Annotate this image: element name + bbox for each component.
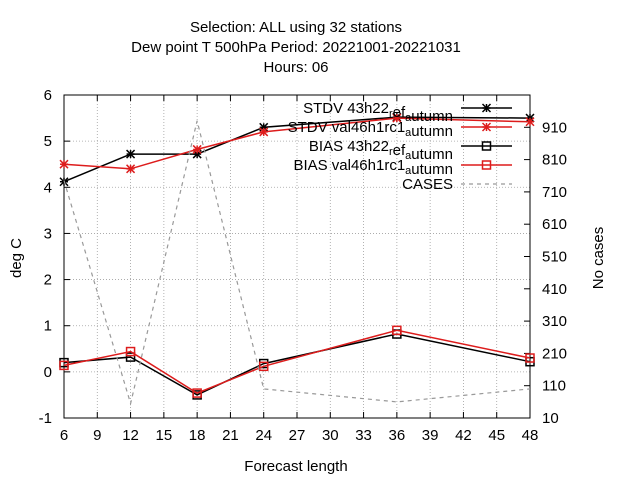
series-3 [59, 329, 535, 400]
x-tick-label: 42 [455, 427, 472, 444]
legend-label-part: BIAS val46h1rc1 [293, 157, 405, 174]
square-marker [481, 141, 492, 151]
y-tick-label: 3 [44, 225, 52, 242]
legend-label-part: BIAS 43h22 [309, 138, 389, 155]
y-tick-label: 5 [44, 133, 52, 150]
x-tick-label: 9 [93, 427, 101, 444]
x-tick-label: 6 [60, 427, 68, 444]
series-4 [59, 325, 535, 398]
series-line [63, 117, 531, 170]
legend-label-part: utumn [411, 108, 453, 125]
y2-tick-label: 10 [542, 410, 559, 427]
y-tick-label: 2 [44, 272, 52, 289]
plot-series [59, 112, 535, 406]
legend-label-part: utumn [411, 161, 453, 178]
legend-label-part: utumn [411, 146, 453, 163]
series-line [63, 120, 531, 406]
title-line-1: Selection: ALL using 32 stations [190, 19, 402, 36]
legend-label-sub: a [405, 112, 412, 124]
chart-title: Selection: ALL using 32 stations Dew poi… [131, 19, 461, 76]
axes [63, 94, 531, 419]
x-tick-label: 15 [156, 427, 173, 444]
legend-label-sub: r [389, 108, 393, 120]
y-tick-label: 0 [44, 364, 52, 381]
series-2 [59, 113, 535, 174]
square-marker [59, 360, 69, 371]
title-line-2: Dew point T 500hPa Period: 20221001-2022… [131, 39, 461, 56]
legend-entry-1: STDV 43h22refautumn [303, 100, 512, 125]
legend-label-sub: a [405, 150, 412, 162]
y-tick-label: 4 [44, 179, 52, 196]
series-line [63, 329, 531, 394]
legend-label-part: ef [393, 142, 406, 159]
y2-axis-label: No cases [590, 227, 607, 290]
x-tick-label: 36 [389, 427, 406, 444]
legend-label-sub: r [389, 146, 393, 158]
square-marker [392, 325, 402, 336]
legend-entry-3: BIAS 43h22refautumn [309, 138, 512, 163]
x-tick-label: 18 [189, 427, 206, 444]
y2-tick-label: 510 [542, 249, 567, 266]
legend-label: BIAS val46h1rc1autumn [293, 157, 453, 178]
x-tick-label: 30 [322, 427, 339, 444]
legend-entry-4: BIAS val46h1rc1autumn [293, 157, 512, 178]
y2-tick-label: 110 [542, 378, 566, 395]
legend-label-part: ef [393, 104, 406, 121]
square-marker [192, 388, 202, 398]
legend-label-part: utumn [411, 123, 453, 140]
y2-tick-label: 910 [542, 119, 567, 136]
y2-tick-label: 710 [542, 184, 567, 201]
square-marker [481, 160, 492, 170]
legend-entry-2: STDV val46h1rc1autumn [288, 119, 512, 140]
y-axis-label: deg C [8, 238, 25, 278]
x-tick-label: 39 [422, 427, 439, 444]
x-tick-label: 33 [355, 427, 372, 444]
y2-tick-label: 810 [542, 152, 567, 169]
x-tick-label: 45 [488, 427, 505, 444]
legend-label: STDV val46h1rc1autumn [288, 119, 453, 140]
title-line-3: Hours: 06 [263, 59, 328, 76]
square-marker [125, 346, 136, 357]
x-tick-label: 12 [122, 427, 139, 444]
y2-tick-label: 610 [542, 216, 567, 233]
y-tick-label: 6 [44, 87, 52, 104]
legend-label: STDV 43h22refautumn [303, 100, 453, 125]
legend-label-part: CASES [402, 176, 453, 193]
legend-entry-5: CASES [402, 176, 512, 193]
series-5 [63, 120, 531, 406]
legend-label-part: STDV 43h22 [303, 100, 389, 117]
y2-tick-label: 210 [542, 345, 567, 362]
square-marker [525, 353, 535, 363]
square-marker [125, 352, 136, 362]
x-tick-label: 21 [222, 427, 239, 444]
legend-label-part: STDV val46h1rc1 [288, 119, 406, 136]
x-axis-label: Forecast length [244, 458, 347, 475]
legend-label-sub: a [405, 165, 412, 177]
legend-label-sub: a [405, 127, 412, 139]
y2-tick-label: 410 [542, 281, 567, 298]
x-tick-label: 27 [289, 427, 306, 444]
tick-labels: 6 9 12 15 18 21 24 27 30 33 36 39 42 45 48-10123456101… [39, 87, 567, 444]
y2-tick-label: 310 [542, 313, 567, 330]
y-tick-label: 1 [44, 318, 52, 335]
square-marker [258, 361, 269, 372]
y-tick-label: -1 [39, 410, 52, 427]
grid [64, 95, 530, 418]
legend-label: CASES [402, 176, 453, 193]
x-tick-label: 48 [522, 427, 539, 444]
x-tick-label: 24 [255, 427, 272, 444]
legend-label: BIAS 43h22refautumn [309, 138, 453, 163]
